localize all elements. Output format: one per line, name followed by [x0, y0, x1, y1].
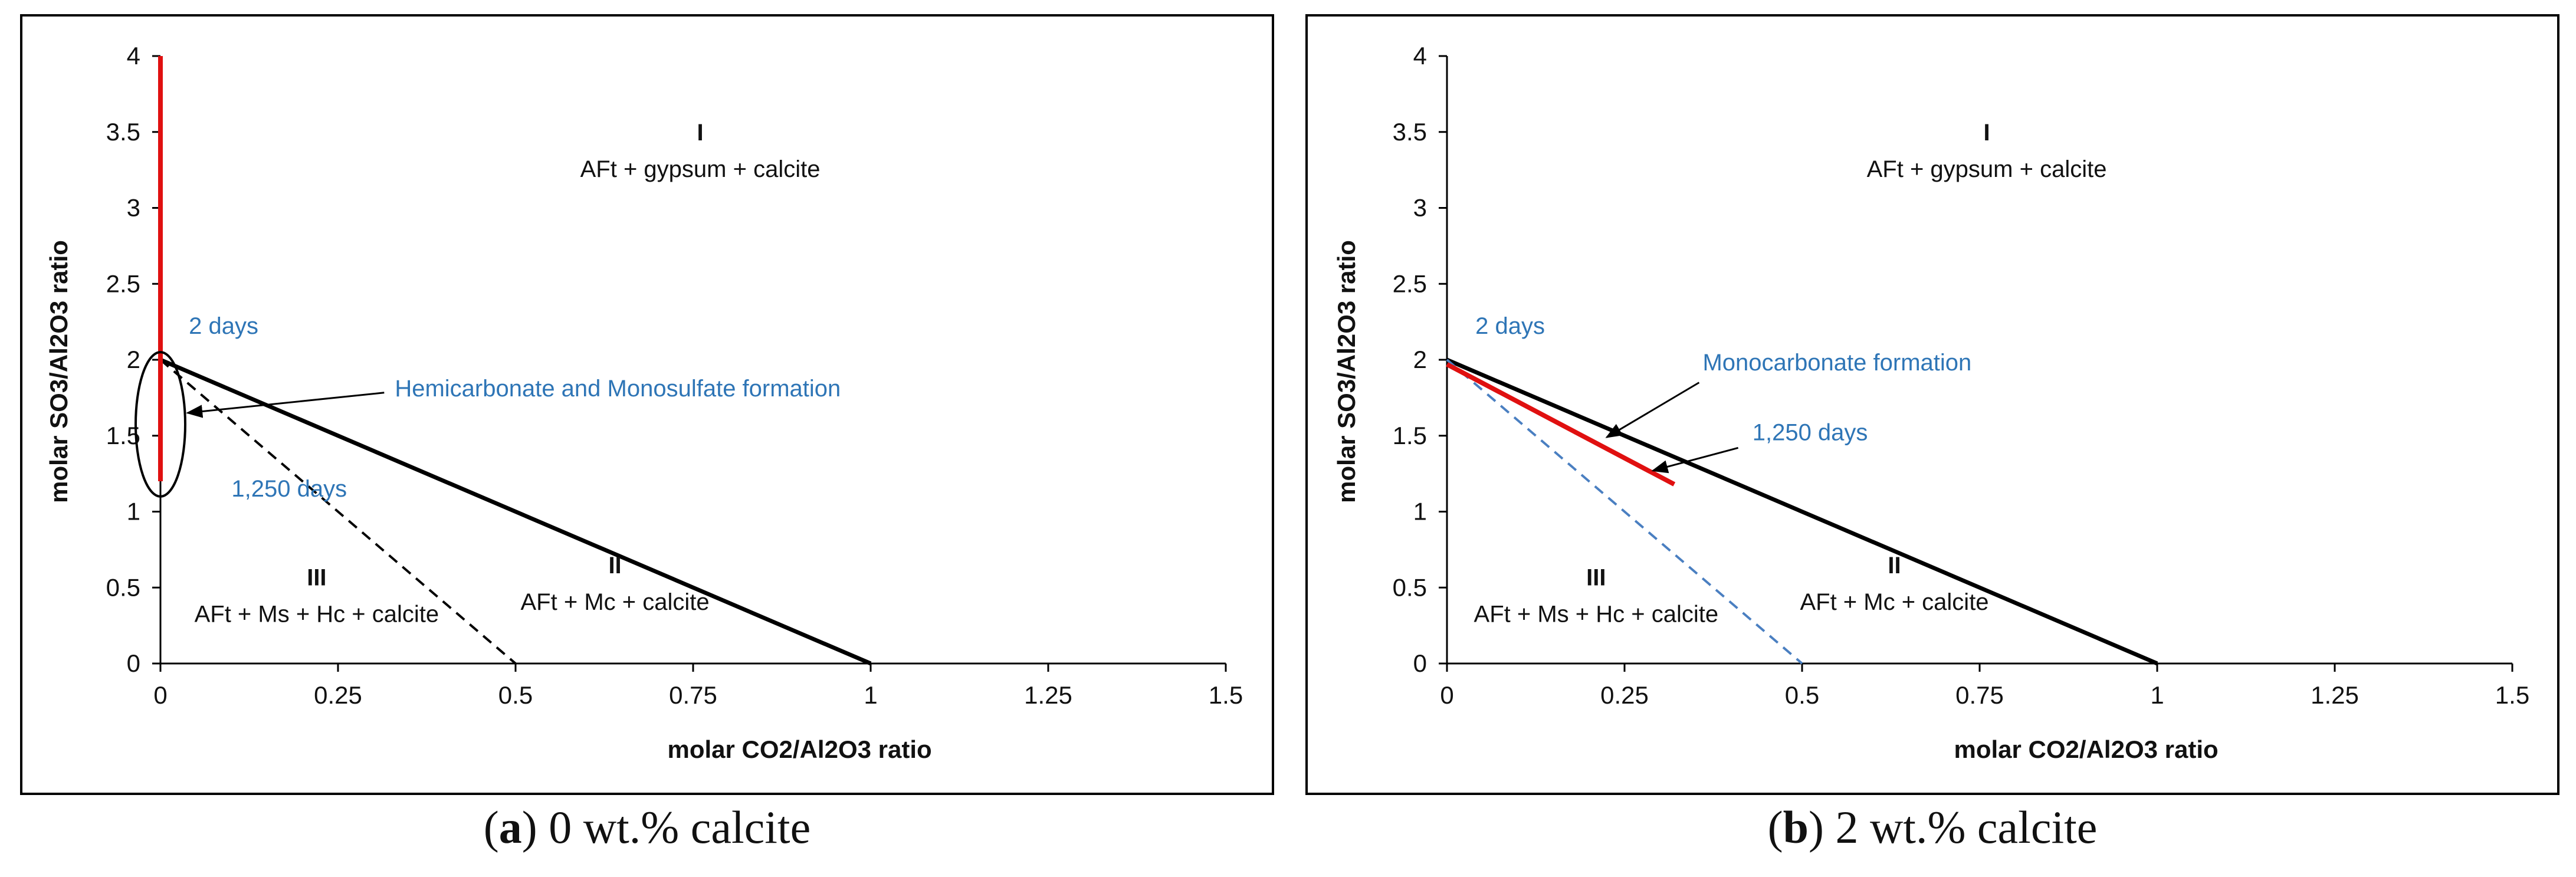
caption-b-text: 2 wt.% calcite: [1835, 802, 2098, 853]
annotation-1-250-days: 1,250 days: [231, 476, 347, 502]
x-axis-label: molar CO2/Al2O3 ratio: [1954, 735, 2219, 763]
annotation-arrow-monocarbonate: [1605, 382, 1700, 438]
caption-b-letter: b: [1783, 802, 1809, 853]
region-label-iii: AFt + Ms + Hc + calcite: [1474, 602, 1719, 628]
x-tick-label: 1: [2150, 681, 2164, 709]
caption-b: (b) 2 wt.% calcite: [1767, 802, 2098, 853]
y-tick-label: 4: [1413, 42, 1427, 70]
annotation-1-250-days: 1,250 days: [1753, 419, 1868, 445]
x-tick-label: 1: [864, 681, 877, 709]
annotation-2-days: 2 days: [1475, 313, 1545, 339]
y-tick-label: 2.5: [1393, 270, 1427, 297]
measured-path-line: [1446, 362, 1676, 487]
boundary-ii-iii-line: [1446, 359, 1803, 665]
y-tick-label: 2: [127, 346, 140, 373]
caption-a: (a) 0 wt.% calcite: [483, 802, 811, 853]
region-numeral-ii: II: [1888, 553, 1901, 579]
y-tick-label: 3.5: [1393, 118, 1427, 146]
y-tick-label: 0.5: [106, 573, 140, 601]
y-tick-label: 3: [127, 194, 140, 222]
panel-b-plot: 0 0.5 1 1.5 2 2.5 3 3.5 4 0 0.25 0.5 0.75 1 1.25 1.5 mol…: [1333, 42, 2529, 763]
region-numeral-i: I: [1983, 120, 1990, 146]
y-tick-label: 0: [127, 649, 140, 677]
region-numeral-iii: III: [1586, 565, 1606, 591]
annotation-monocarbonate-formation: Monocarbonate formation: [1702, 350, 1971, 376]
x-tick-label: 0.5: [498, 681, 533, 709]
y-tick-label: 2: [1413, 346, 1427, 373]
x-tick-label: 0.75: [1955, 681, 2004, 709]
annotation-arrow-1250-days: [1651, 446, 1739, 474]
x-tick-label: 0.25: [1600, 681, 1649, 709]
region-label-ii: AFt + Mc + calcite: [1800, 589, 1988, 615]
x-tick-label: 1.5: [1209, 681, 1243, 709]
y-tick-label: 3: [1413, 194, 1427, 222]
x-tick-label: 1.5: [2495, 681, 2529, 709]
x-axis-label: molar CO2/Al2O3 ratio: [668, 735, 932, 763]
y-tick-label: 1.5: [1393, 422, 1427, 449]
panel-a-frame: [20, 14, 1274, 795]
y-tick-label: 1: [1413, 498, 1427, 525]
caption-a-letter: a: [498, 802, 522, 853]
x-tick-label: 1.25: [2311, 681, 2359, 709]
region-label-iii: AFt + Ms + Hc + calcite: [195, 602, 439, 628]
region-numeral-iii: III: [307, 565, 326, 591]
x-tick-label: 0.5: [1785, 681, 1819, 709]
annotation-hemicarbonate-and-monosulfate-formation: Hemicarbonate and Monosulfate formation: [395, 376, 841, 402]
annotation-arrow: [186, 392, 385, 418]
x-tick-label: 0.75: [669, 681, 717, 709]
region-label-i: AFt + gypsum + calcite: [1867, 156, 2107, 182]
caption-a-text: 0 wt.% calcite: [549, 802, 811, 853]
annotation-2-days: 2 days: [189, 313, 258, 339]
x-tick-label: 1.25: [1024, 681, 1072, 709]
x-tick-label: 0.25: [314, 681, 362, 709]
y-tick-label: 0.5: [1393, 573, 1427, 601]
y-tick-label: 4: [127, 42, 140, 70]
x-tick-label: 0: [1440, 681, 1453, 709]
y-tick-label: 0: [1413, 649, 1427, 677]
y-axis-label: molar SO3/Al2O3 ratio: [1333, 240, 1360, 503]
y-axis-label: molar SO3/Al2O3 ratio: [45, 240, 73, 503]
boundary-i-ii-line: [159, 357, 872, 666]
y-tick-label: 1: [127, 498, 140, 525]
region-label-i: AFt + gypsum + calcite: [580, 156, 821, 182]
boundary-i-ii-line: [1446, 357, 2158, 666]
y-tick-label: 2.5: [106, 270, 140, 297]
y-tick-label: 3.5: [106, 118, 140, 146]
region-label-ii: AFt + Mc + calcite: [521, 589, 710, 615]
panel-b-frame: [1305, 14, 2559, 795]
x-tick-label: 0: [153, 681, 167, 709]
region-numeral-i: I: [697, 120, 703, 146]
ellipse-highlight: [134, 351, 186, 498]
panel-a-plot: 00.511.522.533.540 0.25 0.5 0.75 1 1.25 1.5mol…: [45, 42, 1243, 763]
region-numeral-ii: II: [608, 553, 621, 579]
